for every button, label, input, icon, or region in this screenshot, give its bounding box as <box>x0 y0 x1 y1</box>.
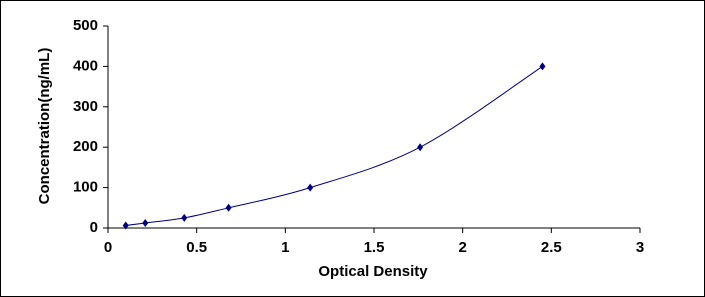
point <box>181 213 188 222</box>
point <box>122 221 129 230</box>
point <box>417 143 424 152</box>
x-tick-label: 2.5 <box>541 239 562 256</box>
y-tick-label: 400 <box>73 57 98 74</box>
point <box>225 203 232 212</box>
y-tick-label: 200 <box>73 138 98 155</box>
y-tick-label: 100 <box>73 179 98 196</box>
y-tick-label: 300 <box>73 98 98 115</box>
point <box>307 183 314 192</box>
x-tick-label: 0.5 <box>186 239 207 256</box>
x-axis-title: Optical Density <box>318 263 428 280</box>
x-tick-label: 0 <box>104 239 112 256</box>
y-axis-title: Concentration(ng/mL) <box>36 48 53 205</box>
x-tick-label: 3 <box>636 239 644 256</box>
y-tick-label: 500 <box>73 17 98 34</box>
y-tick-label: 0 <box>90 219 98 236</box>
point <box>142 218 149 227</box>
x-tick-label: 1.5 <box>364 239 385 256</box>
x-tick-label: 1 <box>281 239 289 256</box>
x-tick-label: 2 <box>458 239 466 256</box>
point <box>539 62 546 71</box>
